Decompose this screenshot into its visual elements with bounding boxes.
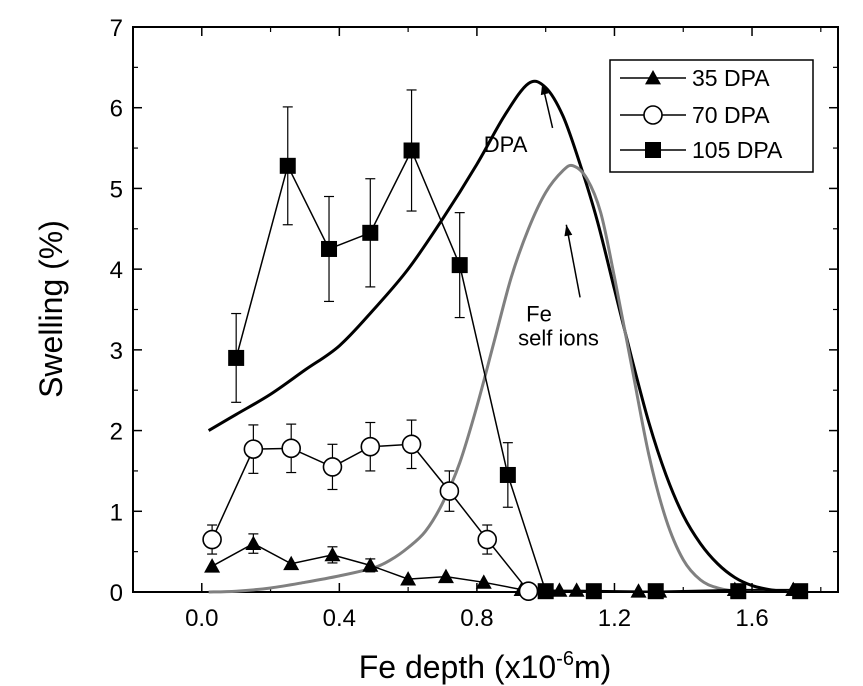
y-tick-label: 6 (110, 96, 123, 123)
open-circle-marker (243, 439, 264, 459)
x-tick-label: 1.6 (735, 605, 768, 632)
open-circle-marker (401, 434, 422, 455)
series-105-dpa (228, 89, 809, 600)
series-line (235, 148, 801, 592)
legend-entry-35-dpa: 35 DPA (620, 65, 770, 91)
square-marker (499, 466, 516, 483)
y-tick-label: 1 (110, 499, 123, 526)
legend-entry-70-dpa: 70 DPA (620, 102, 770, 128)
square-marker (228, 349, 245, 366)
legend-label: 105 DPA (692, 137, 783, 163)
x-axis-title: Fe depth (x10-6m) (359, 648, 612, 685)
square-marker (403, 142, 420, 159)
x-axis-title-main: Fe depth (x10 (359, 649, 556, 685)
triangle-marker (324, 546, 341, 562)
x-tick-label: 0.0 (185, 605, 218, 632)
triangle-marker (283, 555, 300, 571)
y-tick-label: 4 (110, 257, 123, 284)
annotations: DPA Fe self ions (484, 83, 599, 351)
triangle-marker (400, 571, 417, 586)
x-tick-label: 0.4 (323, 605, 356, 632)
triangle-marker (630, 583, 647, 598)
square-marker (321, 240, 338, 257)
triangle-marker (551, 582, 568, 597)
series-70-dpa (202, 419, 539, 601)
y-tick-label: 7 (110, 15, 123, 42)
triangle-marker (645, 70, 661, 85)
annotation-line: Fe (526, 302, 552, 327)
open-circle-marker (202, 529, 222, 550)
fe-self-ions-curve (208, 163, 736, 594)
triangle-marker (437, 568, 454, 584)
triangle-marker (568, 582, 585, 597)
square-marker (647, 583, 664, 600)
dpa-profile-curve (207, 79, 787, 594)
x-tick-label: 0.8 (460, 605, 493, 632)
legend-label: 35 DPA (692, 65, 770, 91)
square-marker (585, 583, 602, 600)
open-circle-marker (439, 481, 460, 501)
legend-entry-105-dpa: 105 DPA (620, 137, 783, 163)
series-35-dpa (204, 533, 802, 598)
square-marker (730, 583, 747, 600)
open-circle-marker (518, 581, 539, 601)
legend-entries: 35 DPA 70 DPA 105 DPA (620, 65, 783, 163)
x-axis-title-exponent: -6 (556, 648, 574, 670)
x-axis-title-unit: m) (574, 649, 611, 685)
open-circle-marker (360, 436, 381, 457)
annotation-arrow-shaft (565, 224, 581, 298)
open-circle-marker (281, 438, 301, 459)
data-series (202, 89, 809, 601)
x-tick-label: 1.2 (598, 605, 631, 632)
square-marker (451, 257, 468, 274)
square-marker (792, 583, 809, 600)
annotation-line: self ions (518, 326, 599, 351)
open-circle-marker (322, 457, 343, 477)
y-tick-label: 3 (110, 338, 123, 365)
y-axis-title: Swelling (%) (33, 220, 69, 398)
triangle-marker (204, 558, 221, 573)
triangle-marker (245, 535, 262, 550)
square-marker (645, 142, 661, 158)
legend: 35 DPA 70 DPA 105 DPA (609, 59, 814, 173)
square-marker (362, 224, 379, 241)
square-marker (279, 157, 296, 174)
open-circle-marker (477, 529, 498, 550)
triangle-marker (475, 574, 492, 589)
open-circle-marker (643, 105, 663, 125)
triangle-marker (362, 557, 379, 572)
y-tick-label: 2 (110, 419, 123, 446)
axis-ticks: 0.0 0.4 0.8 1.2 1.6 0 1 2 3 4 5 6 7 (110, 15, 838, 632)
fe-self-ions-annotation: Fe self ions (518, 302, 599, 351)
annotation-arrow-head (540, 83, 549, 96)
annotation-line: DPA (484, 132, 528, 157)
square-marker (537, 583, 554, 600)
y-tick-label: 5 (110, 176, 123, 203)
legend-label: 70 DPA (692, 102, 770, 128)
annotation-arrow-head (564, 224, 573, 237)
y-tick-label: 0 (110, 580, 123, 607)
dpa-annotation: DPA (484, 132, 528, 157)
